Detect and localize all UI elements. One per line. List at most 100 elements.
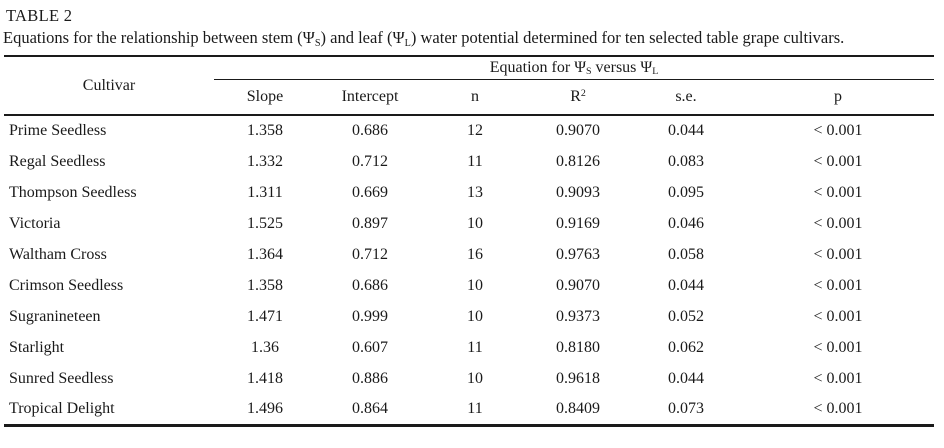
se-cell: 0.046 [668,214,704,232]
table-header: Cultivar Equation for ΨS versus ΨL Slope… [4,56,935,116]
p-cell: < 0.001 [813,152,863,170]
cultivar-cell: Tropical Delight [9,399,115,417]
slope-cell: 1.311 [247,183,283,201]
r2-cell: 0.8126 [556,152,600,170]
n-cell: 11 [467,399,483,417]
span-header-text-mid: versus Ψ [591,59,653,76]
cultivar-cell: Prime Seedless [9,122,107,139]
table-row: Crimson Seedless 1.358 0.686 10 0.9070 0… [4,270,934,301]
data-table: Cultivar Equation for ΨS versus ΨL Slope… [4,55,935,427]
cultivar-cell: Sugranineteen [9,307,101,325]
span-header-subscript-l: L [652,66,659,78]
span-header-text-pre: Equation for Ψ [489,59,586,76]
n-cell: 13 [467,183,483,201]
table-row: Starlight 1.36 0.607 11 0.8180 0.062 < 0… [4,332,934,363]
p-cell: < 0.001 [813,122,863,139]
table-caption: Equations for the relationship between s… [3,28,844,48]
intercept-cell: 0.897 [352,214,388,232]
r2-cell: 0.9618 [556,369,600,387]
se-cell: 0.044 [668,122,704,139]
intercept-cell: 0.669 [352,183,388,201]
se-cell: 0.062 [668,338,704,356]
p-cell: < 0.001 [813,307,863,325]
r2-cell: 0.9070 [556,122,600,139]
caption-subscript-l: L [404,37,411,49]
slope-cell: 1.364 [247,245,283,263]
column-header-se: s.e. [630,79,742,116]
p-cell: < 0.001 [813,183,863,201]
n-cell: 10 [467,369,483,387]
se-cell: 0.058 [668,245,704,263]
span-header-subscript-s: S [586,66,592,78]
table-label: TABLE 2 [6,6,73,25]
n-cell: 10 [467,307,483,325]
intercept-cell: 0.864 [352,399,388,417]
n-cell: 11 [467,152,483,170]
intercept-cell: 0.607 [352,338,388,356]
slope-cell: 1.525 [247,214,283,232]
table-body: Prime Seedless 1.358 0.686 12 0.9070 0.0… [4,115,934,425]
column-header-cultivar: Cultivar [4,56,214,116]
slope-cell: 1.358 [247,276,283,294]
cultivar-cell: Starlight [9,338,65,356]
column-header-r2: R2 [526,79,630,116]
p-cell: < 0.001 [813,214,863,232]
se-cell: 0.083 [668,152,704,170]
span-header: Equation for ΨS versus ΨL [214,56,935,80]
p-cell: < 0.001 [813,338,863,356]
cultivar-cell: Waltham Cross [9,245,107,263]
n-cell: 11 [467,338,483,356]
p-cell: < 0.001 [813,369,863,387]
column-header-n: n [424,79,526,116]
intercept-cell: 0.999 [352,307,388,325]
table-row: Prime Seedless 1.358 0.686 12 0.9070 0.0… [4,115,934,146]
table-row: Tropical Delight 1.496 0.864 11 0.8409 0… [4,394,934,425]
slope-cell: 1.418 [247,369,283,387]
r2-base: R [570,88,581,105]
caption-text-pre: Equations for the relationship between s… [3,28,315,47]
se-cell: 0.095 [668,183,704,201]
n-cell: 10 [467,276,483,294]
table-row: Regal Seedless 1.332 0.712 11 0.8126 0.0… [4,146,934,177]
slope-cell: 1.358 [247,122,283,139]
table-row: Sunred Seedless 1.418 0.886 10 0.9618 0.… [4,363,934,394]
se-cell: 0.052 [668,307,704,325]
intercept-cell: 0.686 [352,122,388,139]
column-header-p: p [742,79,935,116]
n-cell: 10 [467,214,483,232]
cultivar-cell: Thompson Seedless [9,183,137,201]
r2-cell: 0.8180 [556,338,600,356]
table-row: Thompson Seedless 1.311 0.669 13 0.9093 … [4,177,934,208]
se-cell: 0.044 [668,369,704,387]
se-cell: 0.044 [668,276,704,294]
column-header-slope: Slope [214,79,316,116]
r2-cell: 0.8409 [556,399,600,417]
r2-cell: 0.9093 [556,183,600,201]
se-cell: 0.073 [668,399,704,417]
caption-text-post: ) water potential determined for ten sel… [410,28,845,47]
n-cell: 12 [467,122,483,139]
caption-text-mid: ) and leaf (Ψ [320,28,405,47]
slope-cell: 1.36 [251,338,279,356]
column-header-intercept: Intercept [316,79,424,116]
intercept-cell: 0.886 [352,369,388,387]
n-cell: 16 [467,245,483,263]
intercept-cell: 0.712 [352,152,388,170]
cultivar-cell: Sunred Seedless [9,369,114,387]
p-cell: < 0.001 [813,245,863,263]
caption-subscript-s: S [314,37,321,49]
r2-cell: 0.9763 [556,245,600,263]
table-row: Victoria 1.525 0.897 10 0.9169 0.046 < 0… [4,208,934,239]
intercept-cell: 0.686 [352,276,388,294]
slope-cell: 1.471 [247,307,283,325]
slope-cell: 1.332 [247,152,283,170]
table-row: Sugranineteen 1.471 0.999 10 0.9373 0.05… [4,301,934,332]
intercept-cell: 0.712 [352,245,388,263]
table-row: Waltham Cross 1.364 0.712 16 0.9763 0.05… [4,239,934,270]
r2-cell: 0.9373 [556,307,600,325]
r2-cell: 0.9070 [556,276,600,294]
cultivar-cell: Victoria [9,214,61,232]
cultivar-cell: Regal Seedless [9,152,106,170]
slope-cell: 1.496 [247,399,283,417]
